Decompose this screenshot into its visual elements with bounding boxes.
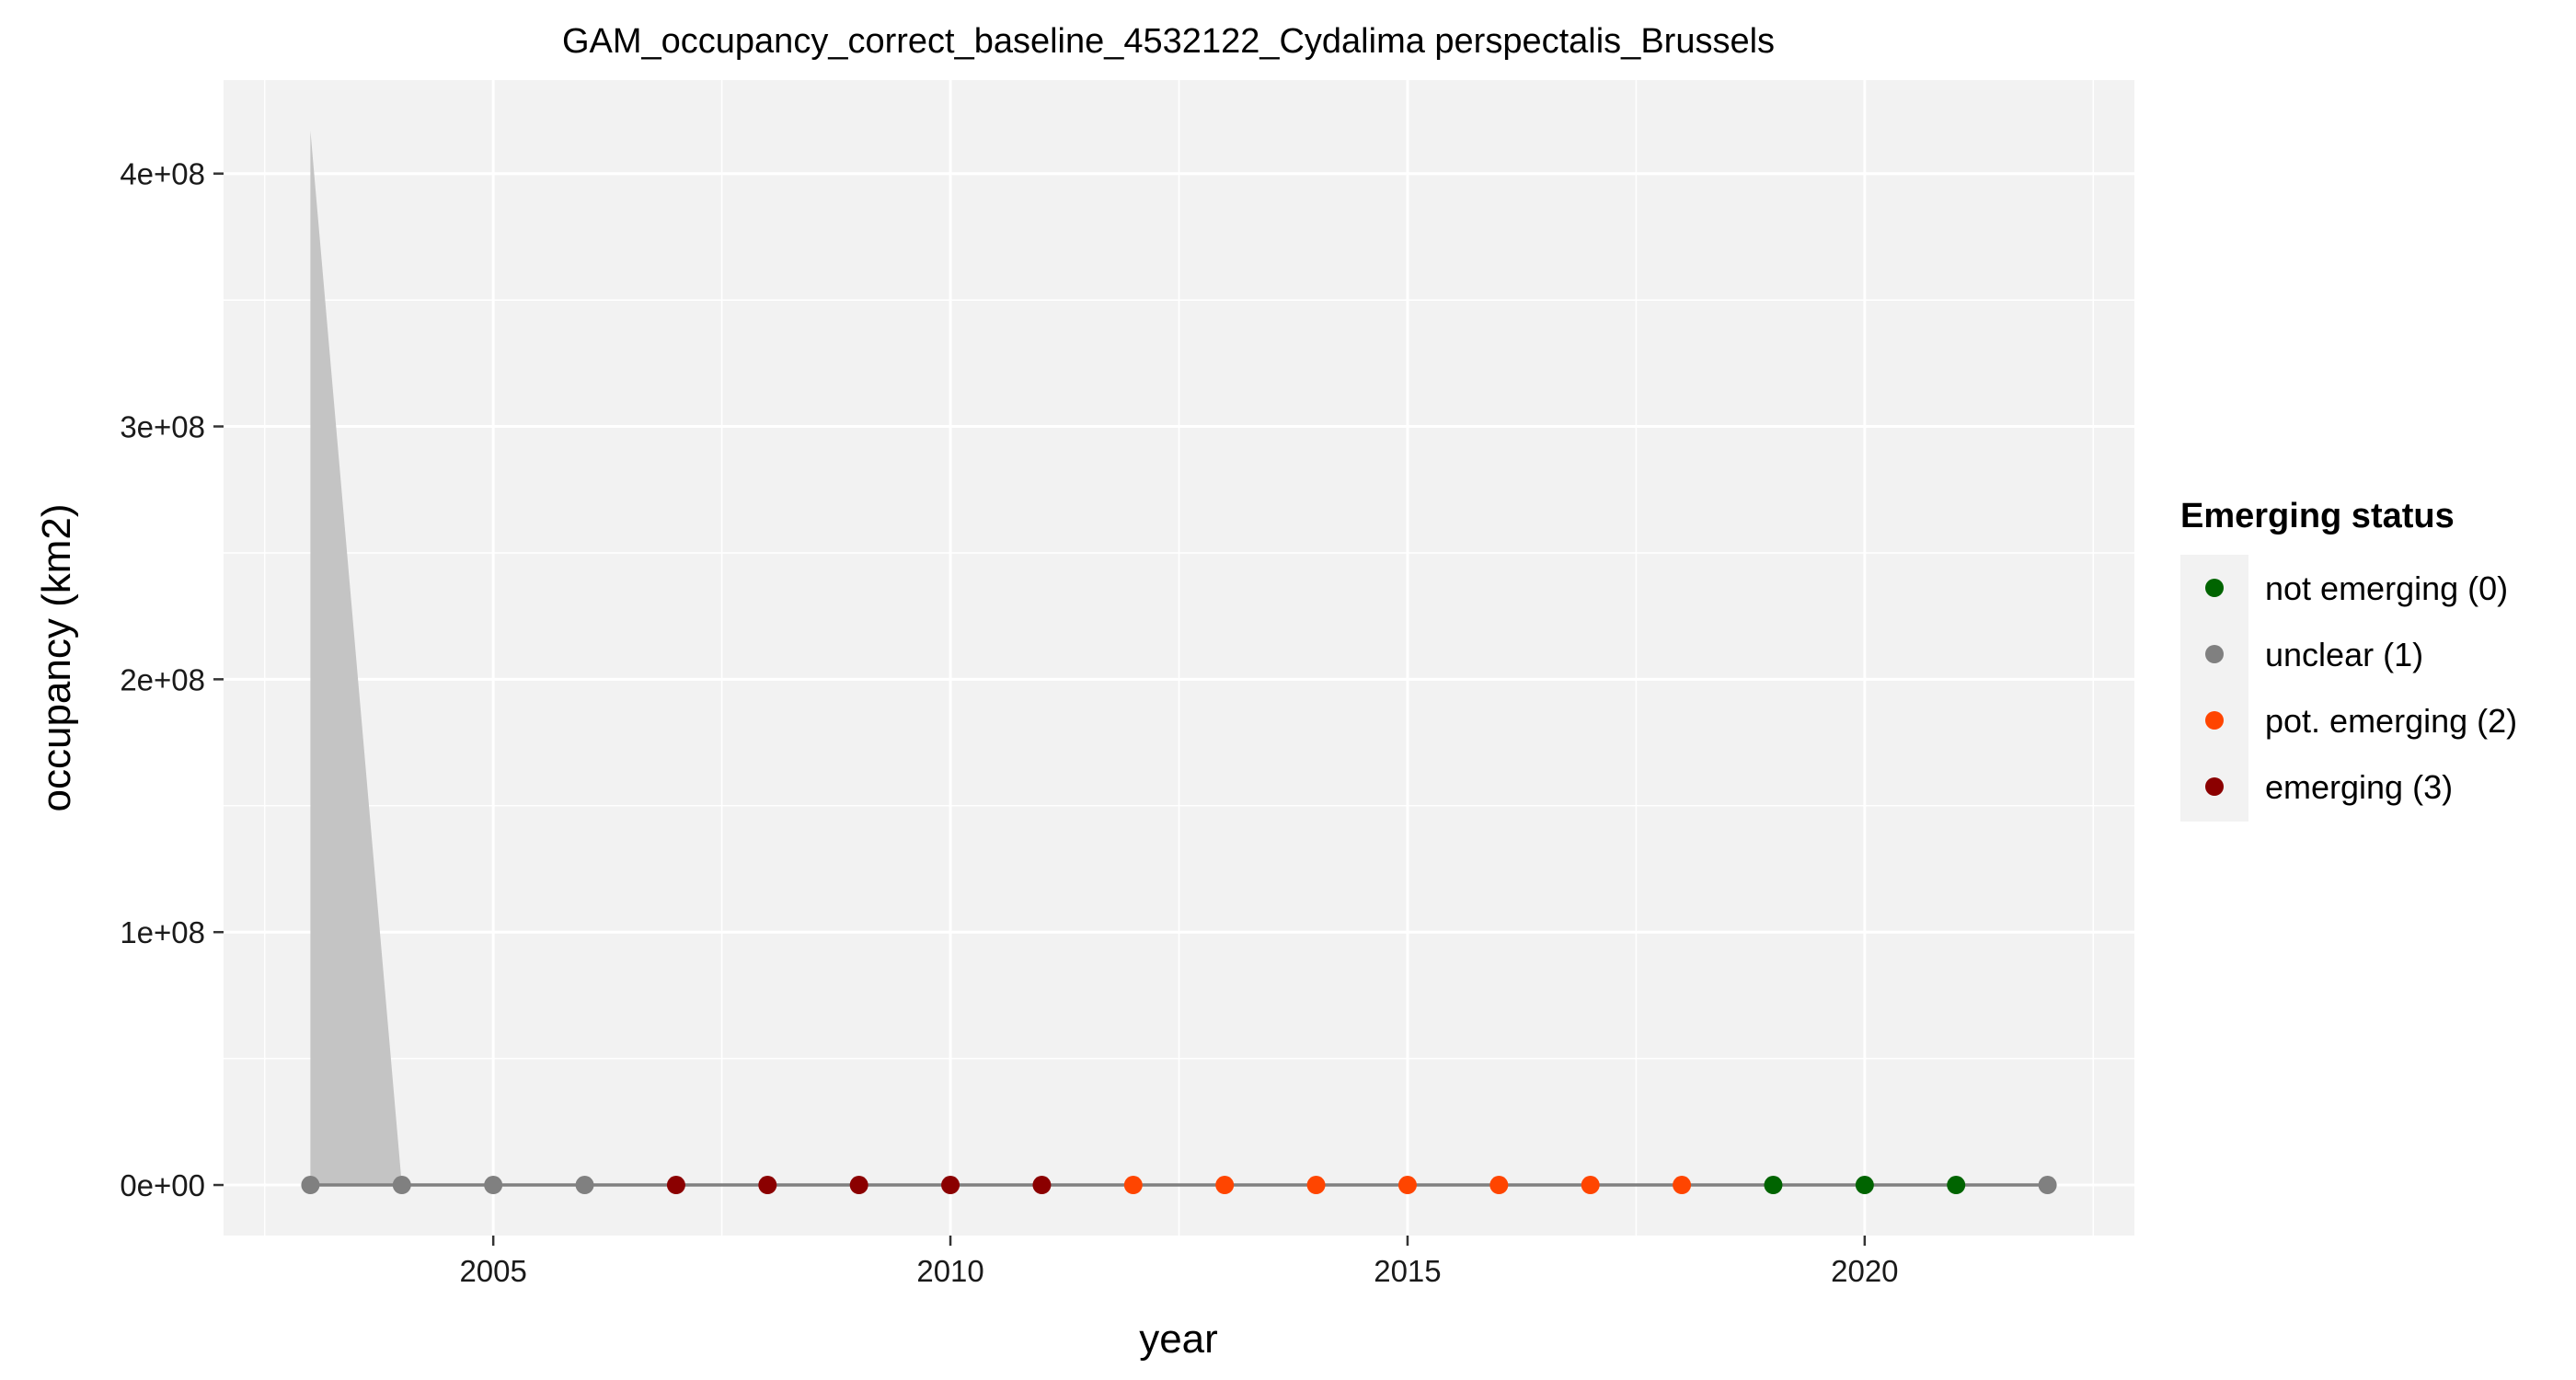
legend-items: not emerging (0) unclear (1) pot. emerging… — [2205, 569, 2517, 806]
data-point — [1397, 1176, 1417, 1195]
data-point — [1215, 1176, 1235, 1195]
y-tick-label: 0e+00 — [120, 1168, 205, 1202]
data-point — [575, 1176, 594, 1195]
legend-item-label: not emerging (0) — [2265, 569, 2508, 607]
legend: Emerging status not emerging (0) unclear … — [2180, 497, 2517, 822]
data-point — [1673, 1176, 1692, 1195]
confidence-ribbon — [310, 130, 402, 1186]
x-axis: 2005 2010 2015 2020 — [459, 1236, 1899, 1288]
data-point — [849, 1176, 868, 1195]
series-points-layer — [301, 1176, 2057, 1195]
data-point — [1947, 1176, 1966, 1195]
y-tick-label: 4e+08 — [120, 157, 205, 191]
y-tick-label: 3e+08 — [120, 410, 205, 444]
y-tick-label: 1e+08 — [120, 915, 205, 949]
legend-key-dot — [2205, 711, 2224, 730]
data-point — [1581, 1176, 1600, 1195]
data-point — [941, 1176, 960, 1195]
minor-gridlines — [224, 80, 2134, 1236]
data-point — [1123, 1176, 1143, 1195]
data-point — [301, 1176, 320, 1195]
confidence-ribbon-layer — [310, 130, 402, 1186]
data-point — [392, 1176, 411, 1195]
y-tick-label: 2e+08 — [120, 662, 205, 696]
data-point — [666, 1176, 685, 1195]
data-point — [1764, 1176, 1783, 1195]
legend-item-label: unclear (1) — [2265, 636, 2423, 673]
data-point — [1032, 1176, 1052, 1195]
y-axis-label: occupancy (km2) — [34, 503, 79, 811]
legend-item-label: emerging (3) — [2265, 768, 2453, 806]
x-axis-label: year — [1139, 1317, 1218, 1362]
y-axis: 0e+00 1e+08 2e+08 3e+08 4e+08 — [120, 157, 224, 1202]
data-point — [758, 1176, 777, 1195]
x-tick-label: 2010 — [916, 1254, 983, 1288]
legend-key-dot — [2205, 579, 2224, 597]
legend-title: Emerging status — [2180, 497, 2455, 535]
x-tick-label: 2015 — [1374, 1254, 1441, 1288]
legend-item-label: pot. emerging (2) — [2265, 702, 2517, 740]
data-point — [2038, 1176, 2057, 1195]
legend-key-dot — [2205, 777, 2224, 796]
chart-title: GAM_occupancy_correct_baseline_4532122_C… — [562, 22, 1775, 61]
data-point — [1306, 1176, 1326, 1195]
x-tick-label: 2020 — [1831, 1254, 1898, 1288]
x-tick-label: 2005 — [459, 1254, 526, 1288]
data-point — [1855, 1176, 1874, 1195]
data-point — [484, 1176, 503, 1195]
legend-key-background — [2180, 555, 2248, 822]
legend-key-dot — [2205, 645, 2224, 663]
data-point — [1489, 1176, 1509, 1195]
